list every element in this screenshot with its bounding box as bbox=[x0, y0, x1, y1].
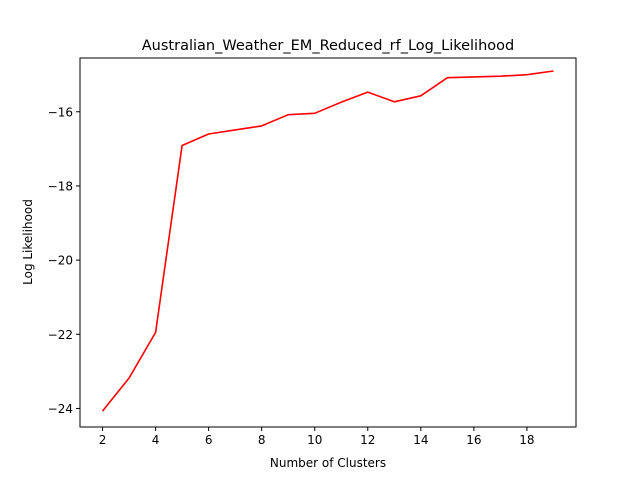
chart-title: Australian_Weather_EM_Reduced_rf_Log_Lik… bbox=[142, 38, 514, 54]
x-tick-label: 16 bbox=[466, 433, 481, 447]
x-tick-label: 10 bbox=[307, 433, 322, 447]
data-point bbox=[526, 74, 528, 76]
data-point bbox=[447, 77, 449, 79]
data-point bbox=[553, 70, 555, 72]
data-point bbox=[340, 101, 342, 103]
data-point bbox=[102, 410, 104, 412]
data-point bbox=[155, 332, 157, 334]
x-tick-label: 18 bbox=[519, 433, 534, 447]
data-point bbox=[367, 91, 369, 93]
data-point bbox=[208, 133, 210, 135]
data-point bbox=[128, 377, 130, 379]
data-point bbox=[473, 76, 475, 78]
plot-area bbox=[101, 70, 555, 412]
x-tick-label: 14 bbox=[413, 433, 428, 447]
data-point bbox=[181, 145, 183, 147]
data-point bbox=[234, 129, 236, 131]
data-point bbox=[314, 112, 316, 114]
data-point bbox=[500, 75, 502, 77]
data-point bbox=[394, 101, 396, 103]
axis-ticks: 2 4 6 8 10 12 14 16 18 −24 −22 −20 −18 −16 bbox=[48, 105, 535, 447]
y-tick-label: −22 bbox=[48, 328, 73, 342]
x-tick-label: 6 bbox=[205, 433, 213, 447]
x-tick-label: 2 bbox=[99, 433, 107, 447]
data-point bbox=[287, 114, 289, 116]
data-point bbox=[261, 125, 263, 127]
y-tick-label: −20 bbox=[48, 254, 73, 268]
x-tick-label: 8 bbox=[258, 433, 266, 447]
x-tick-label: 4 bbox=[152, 433, 160, 447]
y-tick-label: −16 bbox=[48, 105, 73, 119]
data-point bbox=[420, 95, 422, 97]
x-axis-label: Number of Clusters bbox=[270, 456, 386, 470]
axes-frame bbox=[79, 57, 577, 428]
series-line bbox=[101, 70, 554, 412]
y-tick-label: −18 bbox=[48, 179, 73, 193]
x-tick-label: 12 bbox=[360, 433, 375, 447]
y-axis-label: Log Likelihood bbox=[21, 199, 35, 285]
y-tick-label: −24 bbox=[48, 402, 73, 416]
